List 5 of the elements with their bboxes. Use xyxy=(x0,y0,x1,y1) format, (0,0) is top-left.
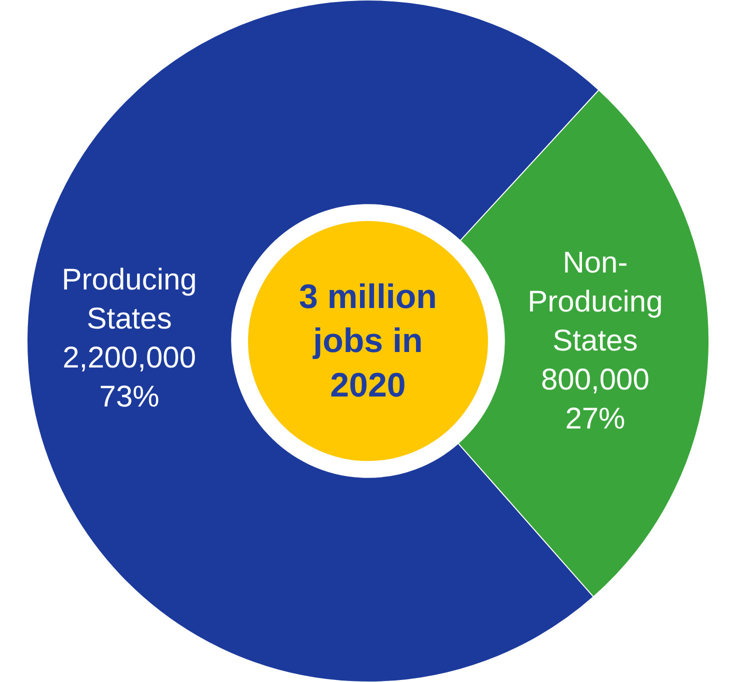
data-label: 800,000 27% xyxy=(540,364,650,436)
data-label: 2,200,000 73% xyxy=(62,342,196,414)
slice-label: Non-Producing States xyxy=(528,246,663,358)
slice-label: Producing States xyxy=(62,264,197,336)
text: 3 million jobs in 2020 xyxy=(299,278,437,404)
